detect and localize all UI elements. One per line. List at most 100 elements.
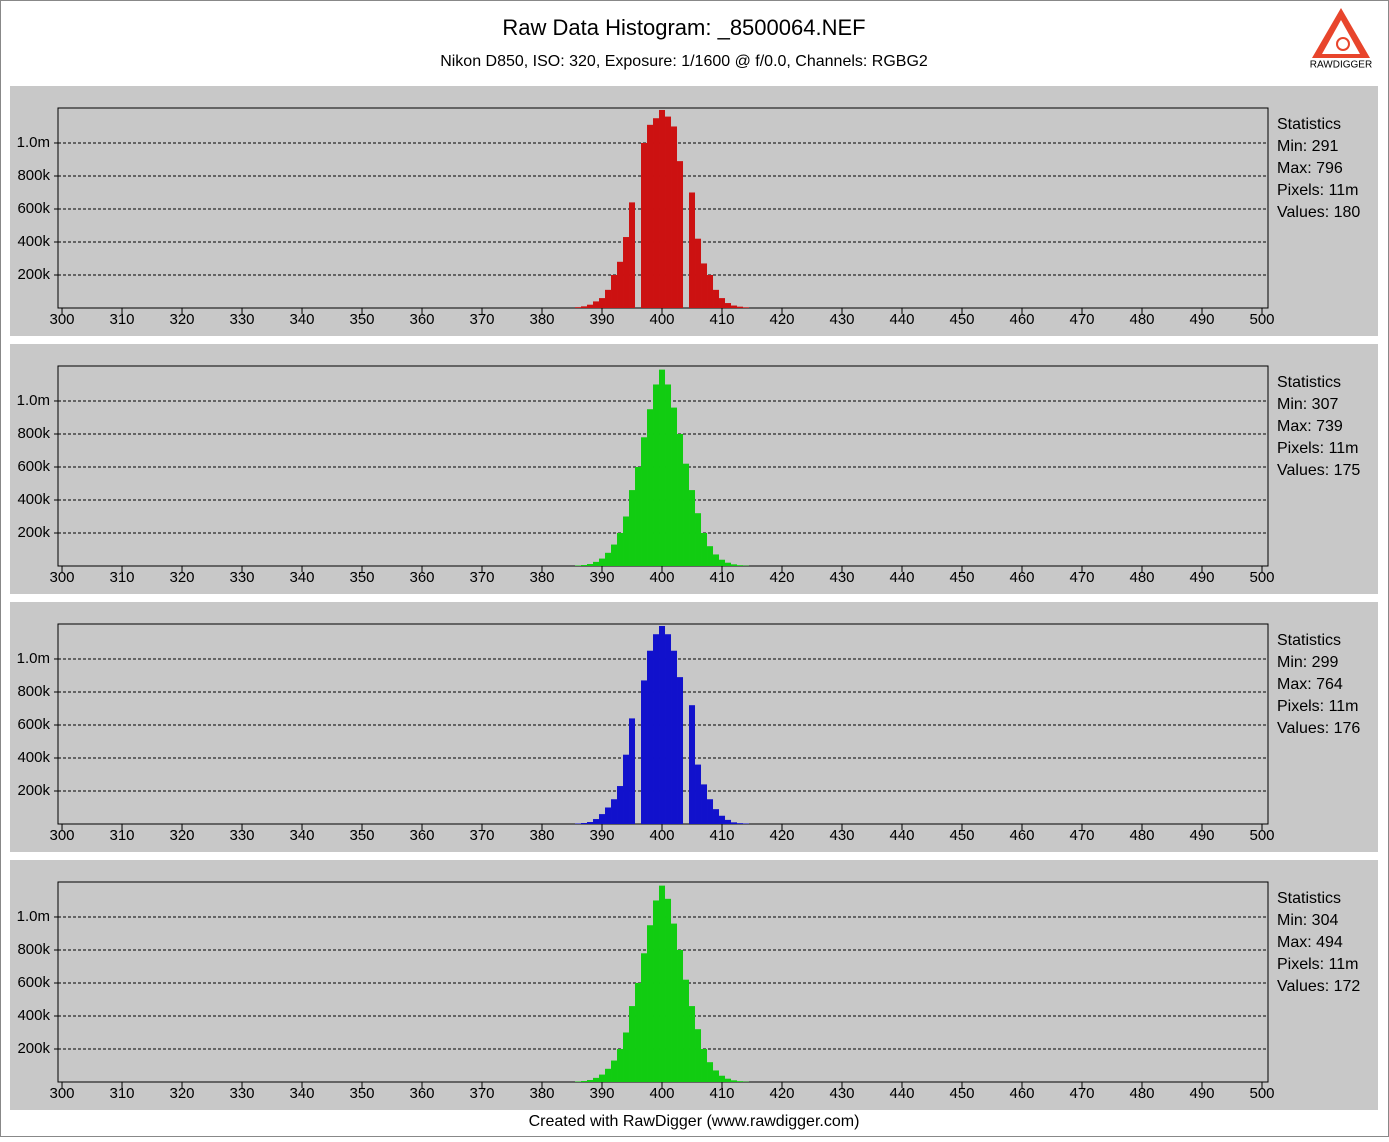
x-tick-label: 470 xyxy=(1069,569,1094,586)
histogram-bar xyxy=(581,306,587,308)
histogram-bar xyxy=(647,125,653,308)
y-tick-label: 400k xyxy=(17,749,50,766)
x-tick-label: 360 xyxy=(409,569,434,586)
histogram-bar xyxy=(581,565,587,566)
histogram-bar xyxy=(671,924,677,1082)
y-tick-label: 600k xyxy=(17,974,50,991)
x-tick-label: 460 xyxy=(1009,1085,1034,1102)
x-tick-label: 360 xyxy=(409,1085,434,1102)
y-tick-label: 800k xyxy=(17,683,50,700)
x-tick-label: 440 xyxy=(889,827,914,844)
x-tick-label: 340 xyxy=(290,311,315,328)
statistics-line: Statistics xyxy=(1277,374,1341,391)
histogram-bar xyxy=(701,1049,707,1082)
histogram-bar xyxy=(659,110,665,308)
x-tick-label: 450 xyxy=(949,311,974,328)
histogram-bar xyxy=(599,814,605,824)
x-tick-label: 490 xyxy=(1189,827,1214,844)
statistics-line: Pixels: 11m xyxy=(1277,440,1359,457)
y-tick-label: 1.0m xyxy=(17,908,50,925)
x-tick-label: 460 xyxy=(1009,569,1034,586)
histogram-bar xyxy=(647,925,653,1082)
histogram-bar xyxy=(659,886,665,1082)
histogram-bar xyxy=(635,467,641,566)
x-tick-label: 310 xyxy=(110,827,135,844)
x-tick-label: 350 xyxy=(349,569,374,586)
histogram-bar xyxy=(695,1029,701,1082)
histogram-bar xyxy=(719,298,725,308)
x-tick-label: 370 xyxy=(469,311,494,328)
x-tick-label: 380 xyxy=(529,311,554,328)
statistics-line: Values: 176 xyxy=(1277,720,1360,737)
histogram-bar xyxy=(725,303,731,308)
x-tick-label: 400 xyxy=(649,311,674,328)
histogram-bar xyxy=(731,306,737,308)
x-tick-label: 430 xyxy=(829,827,854,844)
histogram-bar xyxy=(677,950,683,1082)
x-tick-label: 470 xyxy=(1069,827,1094,844)
x-tick-label: 480 xyxy=(1129,569,1154,586)
x-tick-label: 470 xyxy=(1069,311,1094,328)
histogram-bar xyxy=(611,1061,617,1082)
x-tick-label: 500 xyxy=(1249,827,1274,844)
histogram-bar xyxy=(629,718,635,824)
x-tick-label: 370 xyxy=(469,827,494,844)
statistics-line: Min: 299 xyxy=(1277,654,1338,671)
statistics-line: Values: 180 xyxy=(1277,204,1360,221)
x-tick-label: 300 xyxy=(50,827,75,844)
y-tick-label: 800k xyxy=(17,167,50,184)
x-tick-label: 430 xyxy=(829,569,854,586)
histogram-bar xyxy=(599,298,605,308)
histogram-bar xyxy=(737,565,743,566)
x-tick-label: 370 xyxy=(469,1085,494,1102)
histogram-bar xyxy=(731,822,737,824)
statistics-line: Min: 291 xyxy=(1277,138,1338,155)
histogram-bar xyxy=(695,513,701,566)
histogram-bar xyxy=(725,1079,731,1082)
histogram-bar xyxy=(587,305,593,308)
x-tick-label: 390 xyxy=(589,311,614,328)
histogram-bar xyxy=(641,437,647,566)
histogram-bar xyxy=(653,384,659,566)
histogram-bar xyxy=(587,1080,593,1082)
histogram-bar xyxy=(617,786,623,824)
statistics-line: Max: 739 xyxy=(1277,418,1343,435)
y-tick-label: 600k xyxy=(17,458,50,475)
histogram-bar xyxy=(737,307,743,308)
histogram-bar xyxy=(593,819,599,824)
histogram-bar xyxy=(605,1069,611,1082)
x-tick-label: 410 xyxy=(709,1085,734,1102)
histogram-bar xyxy=(671,408,677,566)
y-tick-label: 400k xyxy=(17,1007,50,1024)
histogram-bar xyxy=(593,1078,599,1082)
histogram-bar xyxy=(737,823,743,824)
histogram-bar xyxy=(713,809,719,824)
footer: Created with RawDigger (www.rawdigger.co… xyxy=(529,1113,860,1130)
statistics-line: Max: 764 xyxy=(1277,676,1343,693)
logo-text: RAWDIGGER xyxy=(1310,60,1372,71)
x-tick-label: 310 xyxy=(110,1085,135,1102)
x-tick-label: 300 xyxy=(50,569,75,586)
histogram-bar xyxy=(683,980,689,1082)
x-tick-label: 320 xyxy=(170,311,195,328)
x-tick-label: 450 xyxy=(949,827,974,844)
histogram-bar xyxy=(707,275,713,308)
histogram-bar xyxy=(599,559,605,566)
histogram-bar xyxy=(677,161,683,308)
statistics-line: Min: 304 xyxy=(1277,912,1338,929)
histogram-bar xyxy=(593,562,599,566)
histogram-bar xyxy=(731,564,737,566)
statistics-line: Values: 175 xyxy=(1277,462,1360,479)
histogram-bar xyxy=(713,1070,719,1082)
x-tick-label: 390 xyxy=(589,827,614,844)
histogram-bar xyxy=(581,823,587,824)
histogram-bar xyxy=(707,799,713,824)
histogram-bar xyxy=(689,490,695,566)
x-tick-label: 390 xyxy=(589,1085,614,1102)
histogram-bar xyxy=(707,1062,713,1082)
histogram-bar xyxy=(623,755,629,824)
x-tick-label: 490 xyxy=(1189,1085,1214,1102)
histogram-bar xyxy=(611,275,617,308)
